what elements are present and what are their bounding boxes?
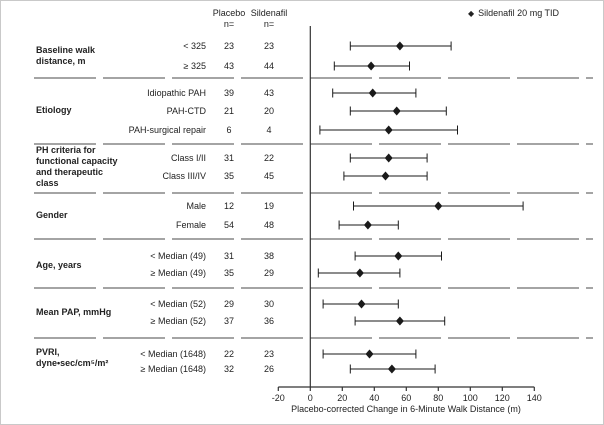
subgroup-label: Female bbox=[175, 220, 206, 230]
group-label: Etiology bbox=[36, 105, 72, 115]
x-tick-label: 40 bbox=[369, 393, 380, 403]
subgroup-label: ≥ Median (52) bbox=[150, 316, 206, 326]
x-axis-title: Placebo-corrected Change in 6-Minute Wal… bbox=[291, 404, 521, 414]
diamond-marker bbox=[395, 316, 404, 326]
group-label: PVRI, dyne•sec/cm⁵/m² bbox=[36, 347, 109, 368]
diamond-marker bbox=[384, 125, 393, 135]
placebo-n-value: 54 bbox=[223, 220, 234, 230]
diamond-marker bbox=[384, 153, 393, 163]
legend: ◆ Sildenafil 20 mg TID bbox=[468, 7, 559, 20]
placebo-n-header: Placebo n= bbox=[212, 8, 246, 29]
placebo-n-value: 43 bbox=[223, 61, 234, 71]
x-tick-label: 0 bbox=[307, 393, 313, 403]
placebo-n-value: 22 bbox=[223, 349, 234, 359]
sildenafil-n-value: 38 bbox=[263, 251, 274, 261]
sildenafil-n-value: 23 bbox=[263, 349, 274, 359]
subgroup-label: PAH-CTD bbox=[166, 106, 206, 116]
placebo-n-value: 6 bbox=[226, 125, 232, 135]
subgroup-label: < Median (49) bbox=[150, 251, 206, 261]
placebo-n-value: 29 bbox=[223, 299, 234, 309]
x-tick-label: -20 bbox=[271, 393, 285, 403]
subgroup-label: Class I/II bbox=[170, 153, 206, 163]
legend-diamond-icon: ◆ bbox=[468, 9, 475, 18]
diamond-marker bbox=[363, 220, 372, 230]
diamond-marker bbox=[394, 251, 403, 261]
sildenafil-n-value: 30 bbox=[263, 299, 274, 309]
sildenafil-n-value: 26 bbox=[263, 364, 274, 374]
subgroup-label: ≥ Median (49) bbox=[150, 268, 206, 278]
sildenafil-n-value: 23 bbox=[263, 41, 274, 51]
diamond-marker bbox=[367, 61, 376, 71]
subgroup-label: Idiopathic PAH bbox=[147, 88, 206, 98]
sildenafil-n-value: 20 bbox=[263, 106, 274, 116]
x-tick-label: 60 bbox=[401, 393, 412, 403]
sildenafil-n-value: 4 bbox=[266, 125, 272, 135]
diamond-marker bbox=[434, 201, 443, 211]
group-label: Gender bbox=[36, 210, 68, 220]
subgroup-label: Male bbox=[186, 201, 206, 211]
sildenafil-n-value: 29 bbox=[263, 268, 274, 278]
placebo-n-value: 31 bbox=[223, 153, 234, 163]
diamond-marker bbox=[357, 299, 366, 309]
group-label: Baseline walk distance, m bbox=[36, 45, 96, 66]
legend-label: Sildenafil 20 mg TID bbox=[478, 8, 560, 18]
placebo-n-value: 12 bbox=[223, 201, 234, 211]
diamond-marker bbox=[355, 268, 364, 278]
sildenafil-n-value: 43 bbox=[263, 88, 274, 98]
subgroup-label: ≥ Median (1648) bbox=[140, 364, 206, 374]
sildenafil-n-value: 45 bbox=[263, 171, 274, 181]
sildenafil-n-header: Sildenafil n= bbox=[250, 8, 288, 29]
diamond-marker bbox=[392, 106, 401, 116]
sildenafil-n-value: 48 bbox=[263, 220, 274, 230]
subgroup-label: < Median (1648) bbox=[140, 349, 206, 359]
x-tick-label: 80 bbox=[433, 393, 444, 403]
diamond-marker bbox=[368, 88, 377, 98]
group-label: Age, years bbox=[36, 260, 82, 270]
x-tick-label: 20 bbox=[337, 393, 348, 403]
sildenafil-n-value: 36 bbox=[263, 316, 274, 326]
group-label: PH criteria for functional capacity and … bbox=[36, 145, 118, 188]
diamond-marker bbox=[387, 364, 396, 374]
subgroup-label: PAH-surgical repair bbox=[128, 125, 206, 135]
placebo-n-value: 35 bbox=[223, 268, 234, 278]
x-tick-label: 140 bbox=[526, 393, 542, 403]
diamond-marker bbox=[381, 171, 390, 181]
sildenafil-n-value: 22 bbox=[263, 153, 274, 163]
placebo-n-value: 32 bbox=[223, 364, 234, 374]
diamond-marker bbox=[395, 41, 404, 51]
x-tick-label: 120 bbox=[494, 393, 510, 403]
placebo-n-value: 37 bbox=[223, 316, 234, 326]
sildenafil-n-value: 19 bbox=[263, 201, 274, 211]
group-label: Mean PAP, mmHg bbox=[36, 307, 112, 317]
placebo-n-value: 31 bbox=[223, 251, 234, 261]
placebo-n-value: 39 bbox=[223, 88, 234, 98]
sildenafil-n-value: 44 bbox=[263, 61, 274, 71]
placebo-n-value: 23 bbox=[223, 41, 234, 51]
placebo-n-value: 21 bbox=[223, 106, 234, 116]
placebo-n-value: 35 bbox=[223, 171, 234, 181]
subgroup-label: ≥ 325 bbox=[183, 61, 206, 71]
x-tick-label: 100 bbox=[462, 393, 478, 403]
diamond-marker bbox=[365, 349, 374, 359]
subgroup-label: Class III/IV bbox=[162, 171, 206, 181]
subgroup-label: < 325 bbox=[183, 41, 206, 51]
subgroup-label: < Median (52) bbox=[150, 299, 206, 309]
